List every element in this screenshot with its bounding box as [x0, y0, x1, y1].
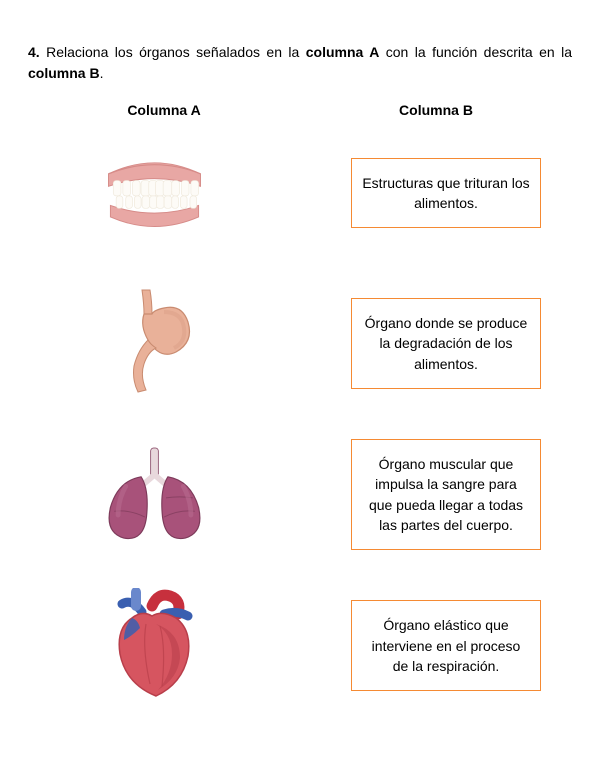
- row-teeth: Estructuras que trituran los alimentos.: [28, 138, 572, 248]
- organ-heart: [28, 588, 280, 703]
- row-stomach: Órgano donde se produce la degradación d…: [28, 286, 572, 401]
- teeth-icon: [97, 148, 212, 238]
- matching-rows: Estructuras que trituran los alimentos. …: [28, 138, 572, 703]
- description-box-1: Estructuras que trituran los alimentos.: [351, 158, 541, 229]
- column-a-header: Columna A: [28, 102, 300, 118]
- description-box-2: Órgano donde se produce la degradación d…: [351, 298, 541, 389]
- row-lungs: Órgano muscular que impulsa la sangre pa…: [28, 439, 572, 550]
- description-box-4: Órgano elástico que interviene en el pro…: [351, 600, 541, 691]
- heart-icon: [102, 588, 207, 703]
- organ-stomach: [28, 286, 280, 401]
- lungs-icon: [97, 442, 212, 547]
- instruction-text: 4. Relaciona los órganos señalados en la…: [28, 42, 572, 84]
- question-number: 4.: [28, 44, 40, 60]
- organ-lungs: [28, 440, 280, 550]
- column-headers: Columna A Columna B: [28, 102, 572, 118]
- row-heart: Órgano elástico que interviene en el pro…: [28, 588, 572, 703]
- organ-teeth: [28, 138, 280, 248]
- description-box-3: Órgano muscular que impulsa la sangre pa…: [351, 439, 541, 550]
- stomach-icon: [104, 286, 204, 401]
- column-b-header: Columna B: [300, 102, 572, 118]
